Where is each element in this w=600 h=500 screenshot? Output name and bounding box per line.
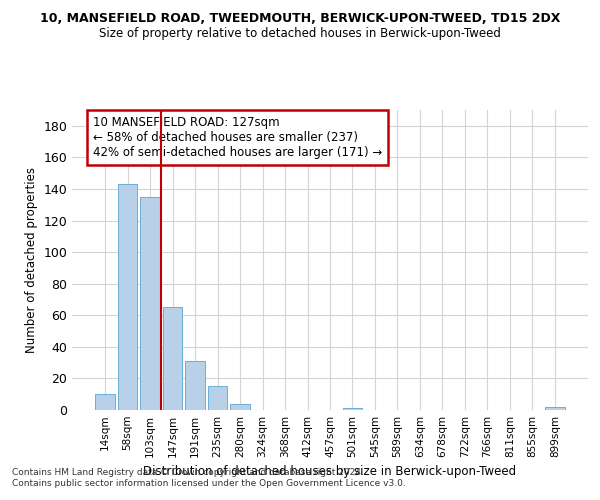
X-axis label: Distribution of detached houses by size in Berwick-upon-Tweed: Distribution of detached houses by size … bbox=[143, 466, 517, 478]
Text: 10 MANSEFIELD ROAD: 127sqm
← 58% of detached houses are smaller (237)
42% of sem: 10 MANSEFIELD ROAD: 127sqm ← 58% of deta… bbox=[92, 116, 382, 159]
Bar bbox=[208, 386, 227, 410]
Bar bbox=[95, 394, 115, 410]
Bar bbox=[140, 197, 160, 410]
Bar bbox=[343, 408, 362, 410]
Bar bbox=[230, 404, 250, 410]
Bar bbox=[545, 407, 565, 410]
Text: Contains HM Land Registry data © Crown copyright and database right 2024.
Contai: Contains HM Land Registry data © Crown c… bbox=[12, 468, 406, 487]
Y-axis label: Number of detached properties: Number of detached properties bbox=[25, 167, 38, 353]
Text: Size of property relative to detached houses in Berwick-upon-Tweed: Size of property relative to detached ho… bbox=[99, 28, 501, 40]
Bar bbox=[118, 184, 137, 410]
Bar bbox=[163, 308, 182, 410]
Text: 10, MANSEFIELD ROAD, TWEEDMOUTH, BERWICK-UPON-TWEED, TD15 2DX: 10, MANSEFIELD ROAD, TWEEDMOUTH, BERWICK… bbox=[40, 12, 560, 26]
Bar bbox=[185, 361, 205, 410]
